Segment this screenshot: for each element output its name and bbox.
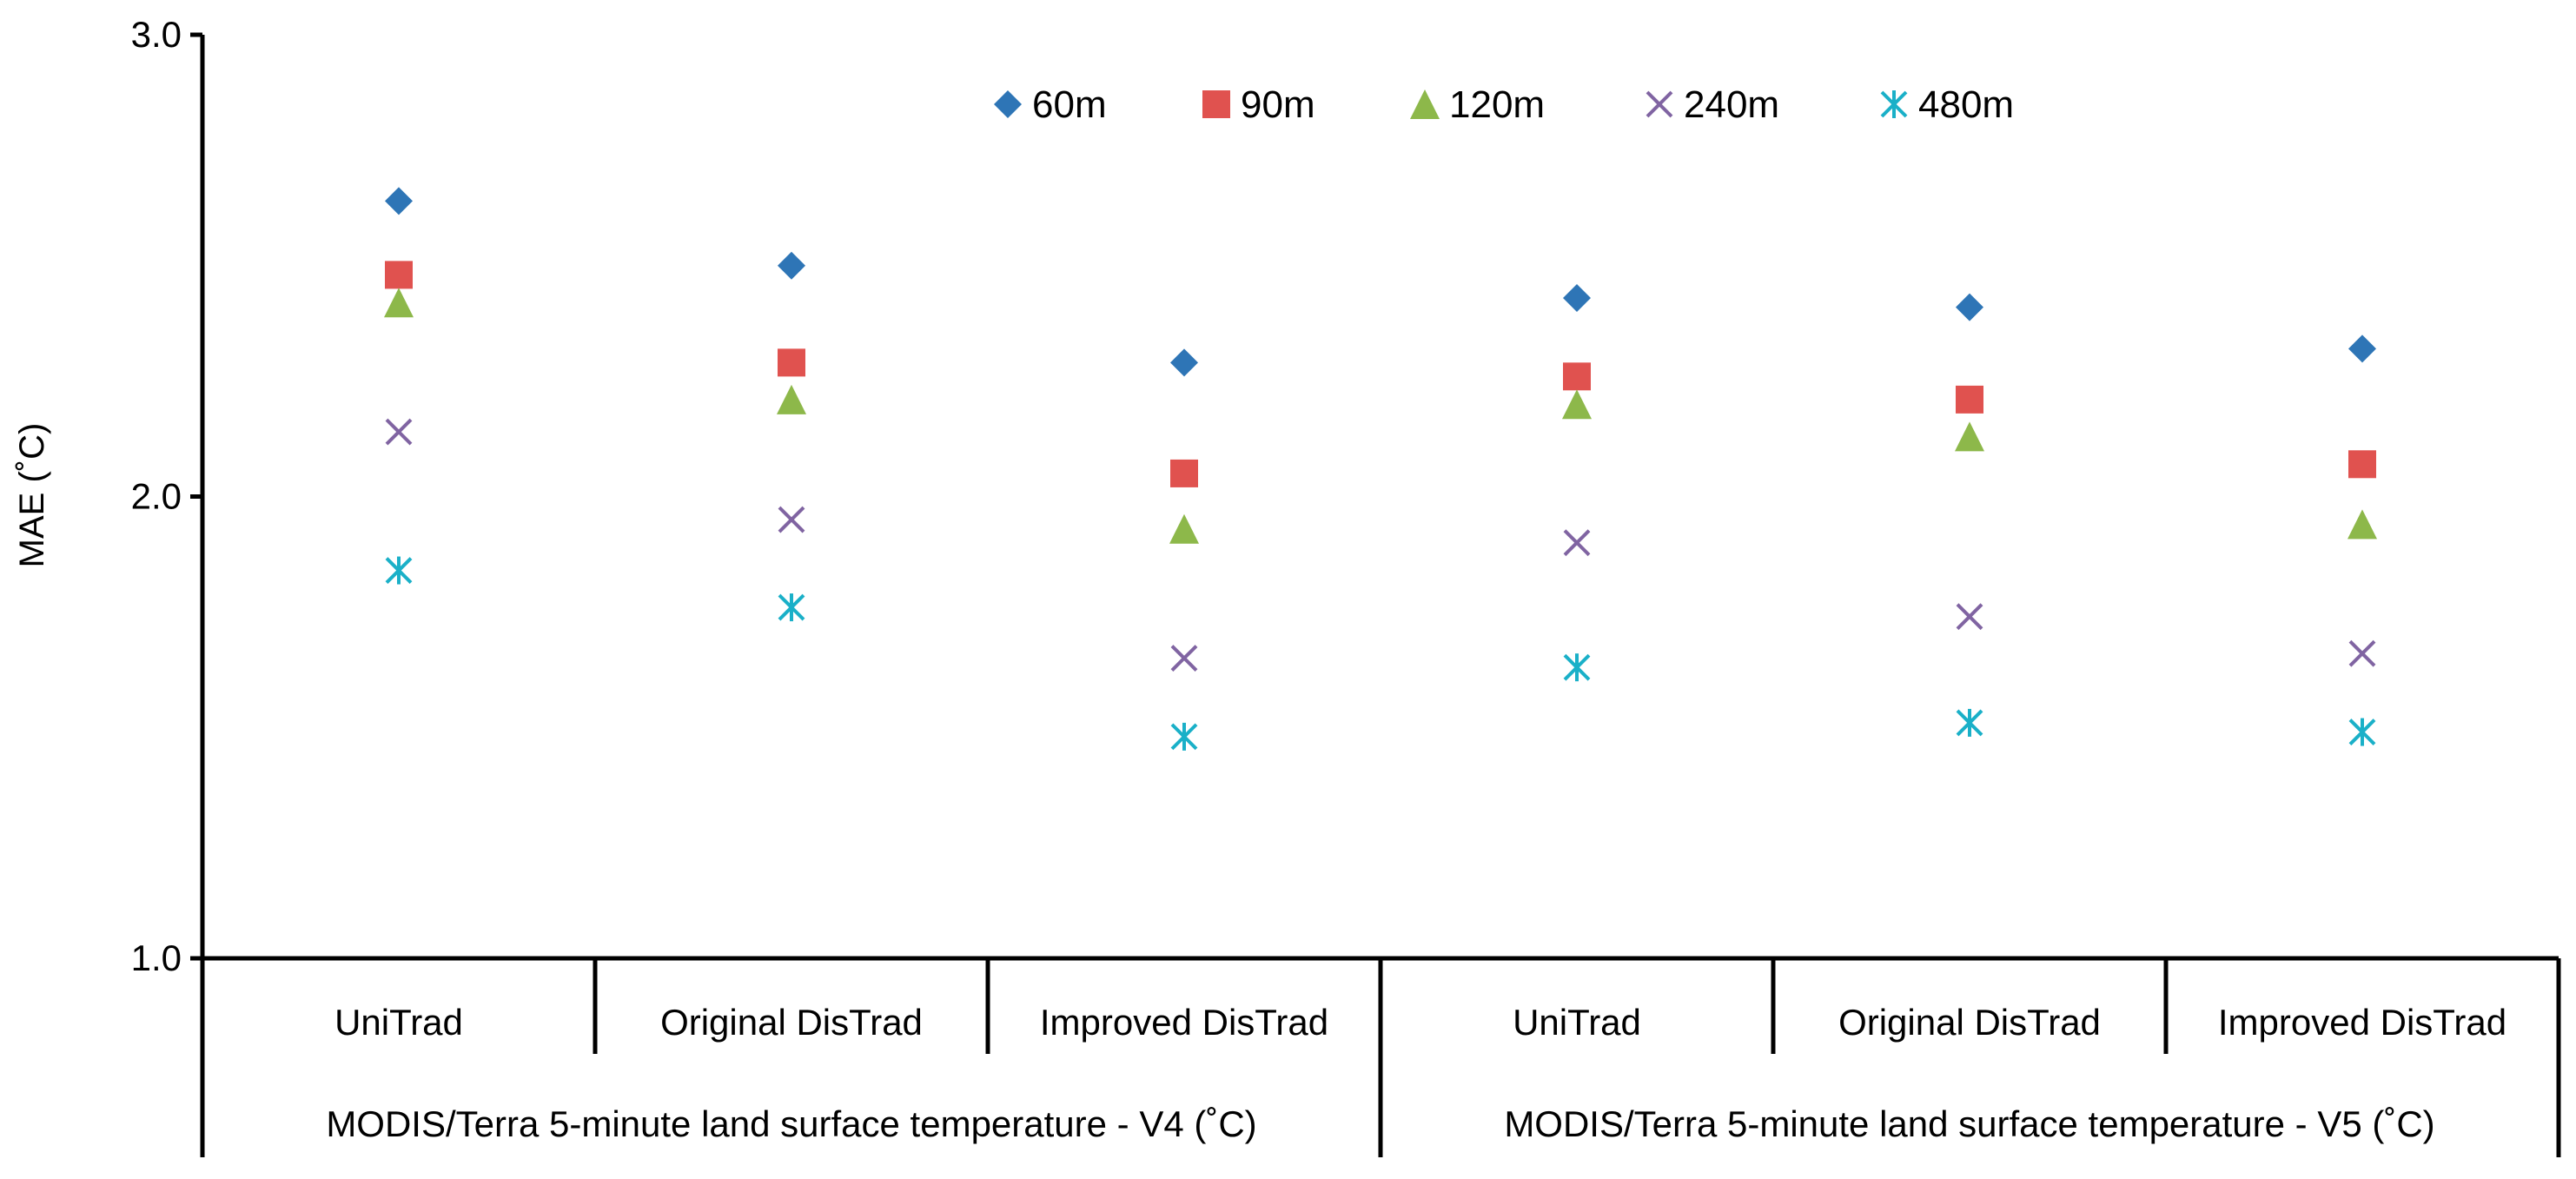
- axes: 1.0 2.0 3.0 UniTrad Original DisTrad Improved…: [131, 14, 2561, 1157]
- legend-label: 120m: [1449, 83, 1545, 126]
- data-point-480m: [1956, 708, 1983, 737]
- y-tick-label: 2.0: [131, 476, 182, 517]
- legend-marker-120m: [1410, 89, 1440, 119]
- x-category-label: UniTrad: [1513, 1002, 1641, 1043]
- legend-marker-90m: [1202, 90, 1230, 118]
- y-tick-label: 3.0: [131, 14, 182, 55]
- data-point-120m: [1955, 421, 1984, 452]
- legend-label: 480m: [1918, 83, 2014, 126]
- data-point-480m: [2348, 718, 2376, 746]
- data-point-480m: [1563, 653, 1591, 682]
- x-category-label: Original DisTrad: [660, 1002, 923, 1043]
- legend: 60m 90m 120m 240m 480m: [994, 83, 2014, 126]
- x-category-label: UniTrad: [334, 1002, 463, 1043]
- data-point-120m: [777, 384, 806, 414]
- legend-marker-480m: [1880, 90, 1908, 118]
- x-category-label: Improved DisTrad: [2218, 1002, 2506, 1043]
- data-point-480m: [1170, 722, 1198, 751]
- data-point-480m: [385, 556, 413, 585]
- data-point-60m: [385, 187, 413, 215]
- legend-label: 60m: [1032, 83, 1107, 126]
- data-point-90m: [1170, 459, 1198, 487]
- legend-marker-60m: [994, 90, 1022, 118]
- data-point-90m: [385, 261, 413, 289]
- data-point-90m: [1956, 385, 1983, 414]
- data-point-240m: [1170, 645, 1198, 672]
- data-point-120m: [2348, 509, 2377, 540]
- data-point-120m: [384, 288, 414, 318]
- data-point-480m: [778, 593, 805, 622]
- legend-marker-240m: [1646, 90, 1673, 118]
- x-group-label: MODIS/Terra 5-minute land surface temper…: [326, 1103, 1256, 1144]
- data-point-60m: [778, 251, 805, 280]
- data-point-240m: [1956, 603, 1983, 631]
- y-tick-label: 1.0: [131, 937, 182, 978]
- data-point-60m: [2348, 334, 2376, 363]
- data-point-120m: [1169, 513, 1199, 544]
- data-point-240m: [1563, 529, 1591, 557]
- x-group-label: MODIS/Terra 5-minute land surface temper…: [1504, 1103, 2434, 1144]
- data-point-90m: [778, 348, 805, 377]
- data-point-90m: [2348, 450, 2376, 479]
- x-category-label: Original DisTrad: [1838, 1002, 2101, 1043]
- x-category-label: Improved DisTrad: [1040, 1002, 1328, 1043]
- legend-label: 90m: [1241, 83, 1315, 126]
- legend-label: 240m: [1684, 83, 1779, 126]
- data-point-60m: [1956, 293, 1983, 321]
- data-point-60m: [1170, 348, 1198, 377]
- y-axis-title: MAE (˚C): [13, 423, 51, 568]
- data-point-240m: [778, 506, 805, 533]
- data-point-240m: [2348, 639, 2376, 667]
- data-point-120m: [1562, 389, 1592, 420]
- data-point-90m: [1563, 362, 1591, 391]
- data-point-240m: [385, 418, 413, 446]
- data-points: [384, 187, 2377, 751]
- data-point-60m: [1563, 283, 1591, 312]
